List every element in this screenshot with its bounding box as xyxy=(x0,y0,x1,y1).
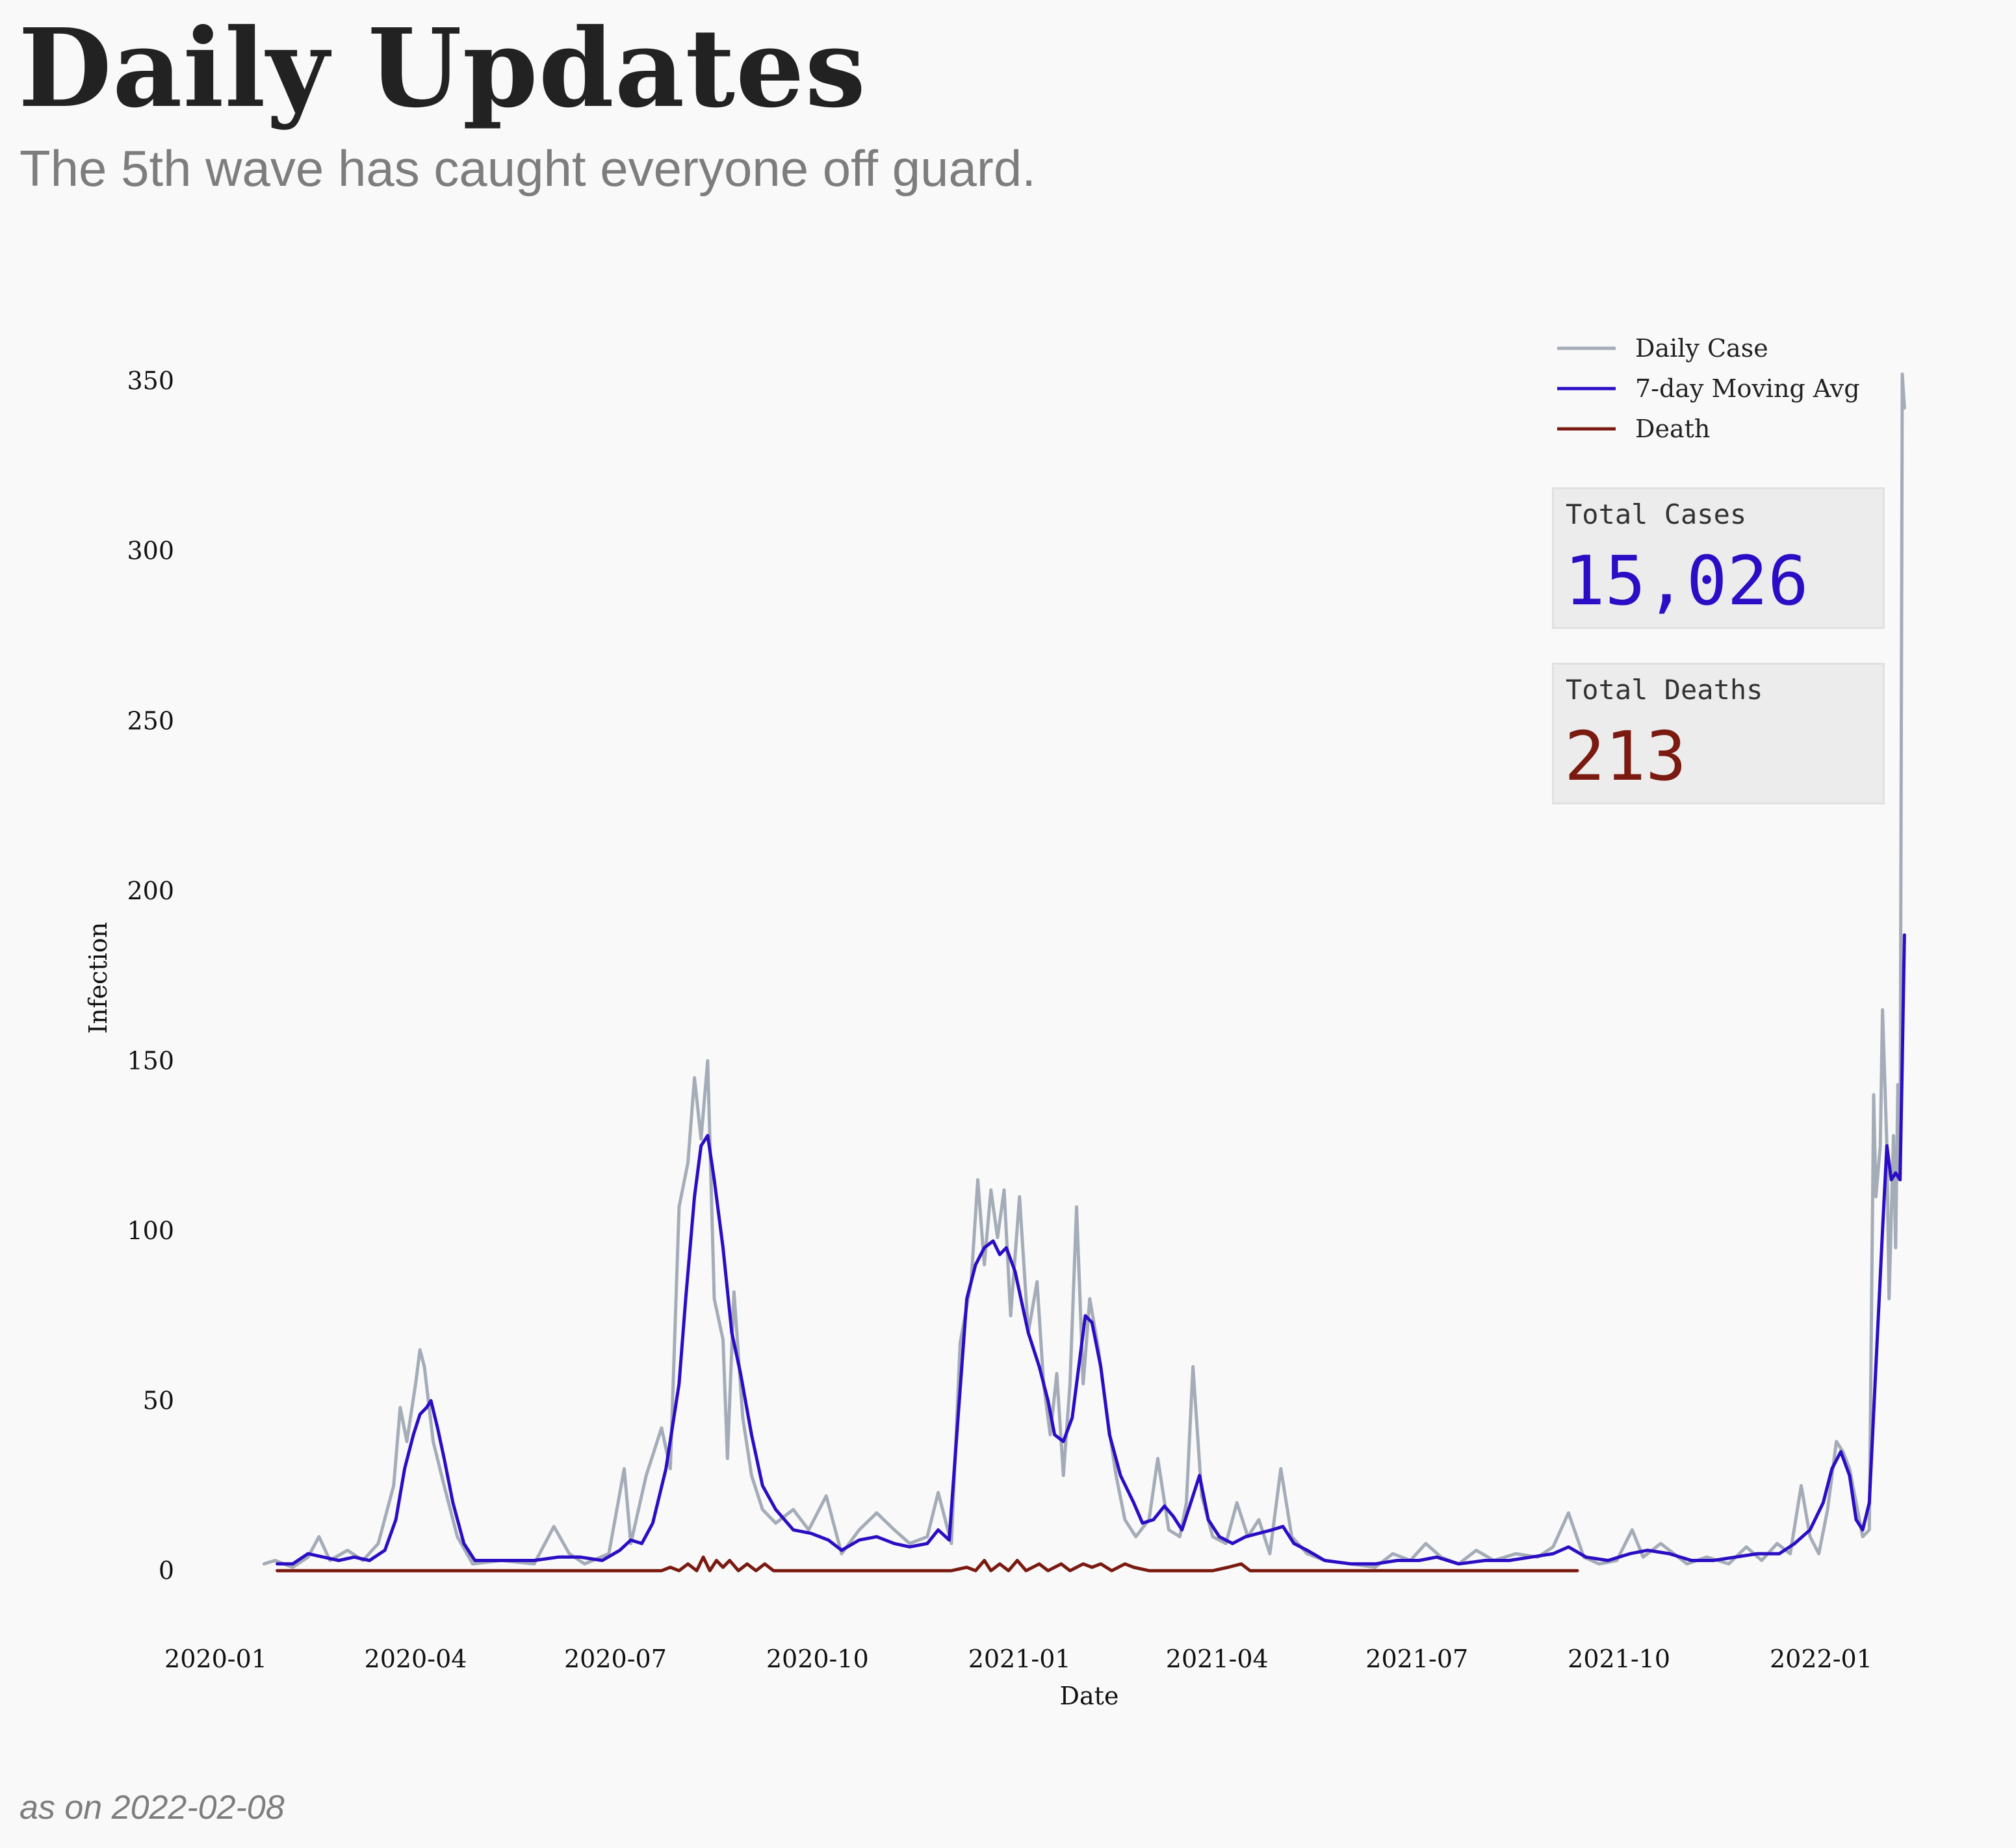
page-subtitle: The 5th wave has caught everyone off gua… xyxy=(19,140,1036,197)
x-axis-ticks: 2020-01 2020-04 2020-07 2020-10 2021-01 2021-… xyxy=(164,1645,1872,1673)
total-deaths-label: Total Deaths xyxy=(1566,674,1763,706)
x-axis-label: Date xyxy=(1060,1682,1119,1710)
total-deaths-card: Total Deaths 213 xyxy=(1552,663,1885,804)
y-axis-ticks: 0 50 100 150 200 250 300 350 xyxy=(127,366,174,1585)
y-tick-label: 150 xyxy=(127,1046,174,1075)
y-tick-label: 250 xyxy=(127,706,174,735)
total-deaths-value: 213 xyxy=(1564,717,1686,796)
x-tick-label: 2022-01 xyxy=(1770,1645,1872,1673)
series-line-7-day-moving-avg xyxy=(276,933,1906,1566)
x-tick-label: 2021-07 xyxy=(1365,1645,1468,1673)
as-of-date-note: as on 2022-02-08 xyxy=(19,1789,285,1827)
y-tick-label: 300 xyxy=(127,537,174,565)
x-tick-label: 2021-10 xyxy=(1568,1645,1670,1673)
y-axis-label: Infection xyxy=(84,922,112,1034)
y-tick-label: 200 xyxy=(127,877,174,905)
y-tick-label: 50 xyxy=(143,1387,174,1415)
total-cases-label: Total Cases xyxy=(1566,498,1747,530)
chart-lines xyxy=(262,372,1906,1572)
series-line-death xyxy=(276,1555,1579,1572)
total-cases-card: Total Cases 15,026 xyxy=(1552,487,1885,629)
x-tick-label: 2020-01 xyxy=(164,1645,267,1673)
x-tick-label: 2021-04 xyxy=(1166,1645,1269,1673)
y-tick-label: 0 xyxy=(159,1556,174,1585)
legend-label: 7-day Moving Avg xyxy=(1635,374,1860,403)
x-tick-label: 2020-10 xyxy=(766,1645,869,1673)
chart-legend: Daily Case 7-day Moving Avg Death xyxy=(1557,334,1860,443)
x-tick-label: 2020-07 xyxy=(564,1645,667,1673)
total-cases-value: 15,026 xyxy=(1564,541,1809,621)
y-tick-label: 350 xyxy=(127,366,174,395)
legend-label: Death xyxy=(1635,415,1710,443)
legend-label: Daily Case xyxy=(1635,334,1768,363)
x-tick-label: 2021-01 xyxy=(968,1645,1071,1673)
page-title: Daily Updates xyxy=(18,5,867,132)
y-tick-label: 100 xyxy=(127,1216,174,1245)
x-tick-label: 2020-04 xyxy=(365,1645,467,1673)
